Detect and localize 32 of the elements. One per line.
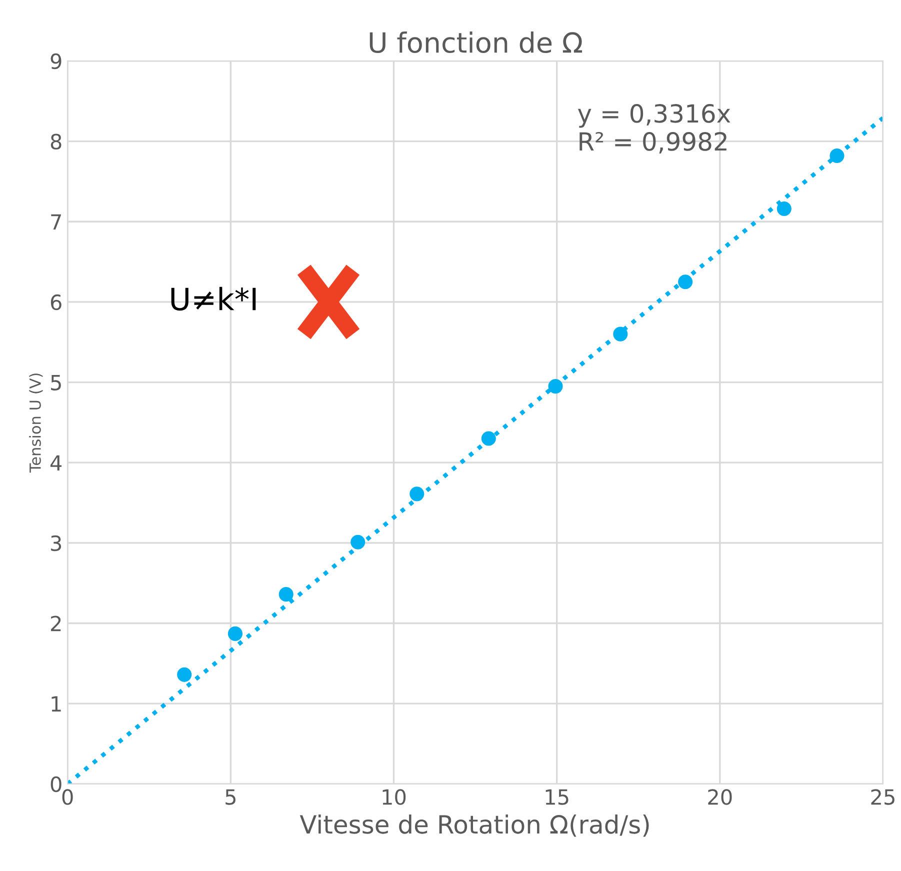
x-axis-title: Vitesse de Rotation Ω(rad/s) <box>300 814 649 837</box>
y-tick-label: 9 <box>50 53 62 70</box>
x-tick-label: 0 <box>62 789 73 805</box>
y-tick-label: 3 <box>51 535 62 552</box>
x-tick-label: 15 <box>546 789 568 805</box>
annotation: y = 0,3316x R² = 0,9982 <box>578 104 730 154</box>
y-tick-label: 0 <box>50 776 62 792</box>
point <box>776 201 792 216</box>
annotation: U≠k*I <box>171 286 256 311</box>
x-tick-label: 25 <box>871 789 894 805</box>
point <box>410 486 424 502</box>
y-tick-label: 8 <box>50 134 62 150</box>
chart-title: U fonction de Ω <box>370 32 582 54</box>
point <box>177 667 192 682</box>
y-tick-label: 6 <box>50 294 62 310</box>
point <box>678 274 693 290</box>
x-tick-label: 20 <box>708 789 732 805</box>
x-tick-label: 5 <box>226 789 236 805</box>
point <box>613 326 628 342</box>
y-tick-label: 1 <box>52 696 61 712</box>
point <box>481 431 496 446</box>
point <box>278 587 294 602</box>
y-axis-title: Tension U (V) <box>29 374 43 473</box>
y-tick-label: 4 <box>50 455 62 471</box>
point <box>350 534 366 550</box>
y-tick-label: 2 <box>50 616 61 632</box>
point <box>548 379 563 394</box>
point <box>228 626 243 641</box>
x-tick-label: 10 <box>382 789 406 805</box>
y-tick-label: 7 <box>51 214 61 230</box>
y-tick-label: 5 <box>51 375 61 390</box>
point <box>830 148 844 164</box>
